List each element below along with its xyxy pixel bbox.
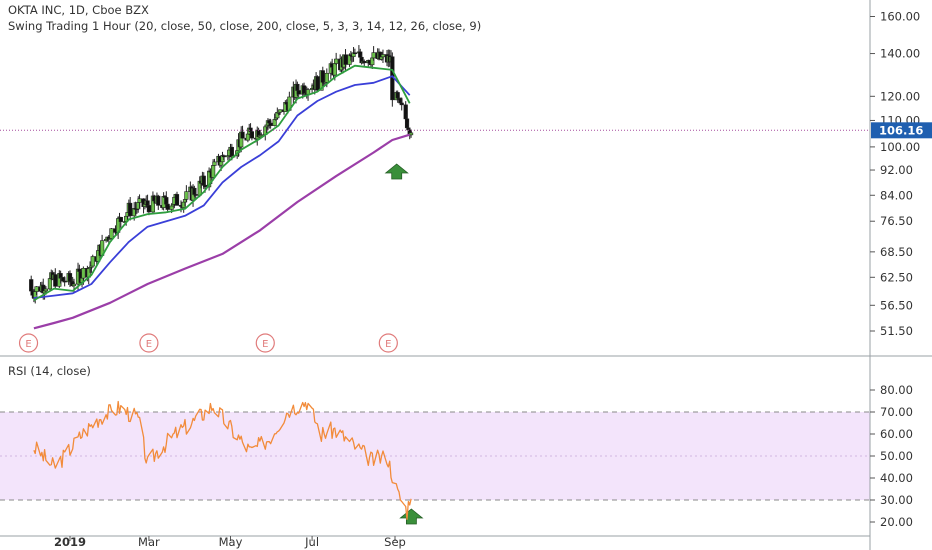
rsi-tick-label: 40.00 xyxy=(880,471,913,485)
ema20-line xyxy=(33,64,411,302)
candle-body xyxy=(174,194,180,206)
earnings-marker-label: E xyxy=(385,339,391,350)
candle-body xyxy=(334,58,339,64)
candle-body xyxy=(296,90,301,95)
candle-body xyxy=(90,256,95,267)
earnings-marker xyxy=(378,333,398,353)
x-tick-label: Mar xyxy=(138,535,160,549)
candle-body xyxy=(137,198,142,203)
price-tick-label: 84.00 xyxy=(880,188,913,202)
rsi-line xyxy=(33,400,412,520)
x-tick-label: May xyxy=(219,535,243,549)
symbol-legend[interactable]: OKTA INC, 1D, Cboe BZX xyxy=(8,3,149,17)
buy-signal-arrow xyxy=(384,163,409,180)
candle-body xyxy=(53,274,58,287)
candle-body xyxy=(193,194,198,196)
candle-body xyxy=(352,52,357,55)
ema50-line xyxy=(33,75,411,299)
price-tick-label: 92.00 xyxy=(880,163,913,177)
indicator-legend[interactable]: Swing Trading 1 Hour (20, close, 50, clo… xyxy=(8,19,482,33)
price-tick-label: 76.50 xyxy=(880,214,913,228)
earnings-marker-label: E xyxy=(25,339,31,350)
candle-body xyxy=(118,217,123,222)
candle-body xyxy=(399,102,404,106)
candle-body xyxy=(408,132,414,136)
x-tick-label: Sep xyxy=(384,535,406,549)
candle-body xyxy=(219,161,224,166)
candle-body xyxy=(221,155,226,158)
candle-body xyxy=(128,202,133,217)
earnings-marker xyxy=(18,333,39,353)
earnings-marker xyxy=(255,333,275,353)
candle-body xyxy=(81,268,86,279)
rsi-tick-label: 30.00 xyxy=(880,493,913,507)
x-tick-label: Jul xyxy=(304,535,319,549)
candle-body xyxy=(156,195,161,206)
price-tick-label: 68.50 xyxy=(880,245,913,259)
rsi-tick-label: 50.00 xyxy=(880,449,913,463)
earnings-marker-label: E xyxy=(146,339,152,350)
candle-body xyxy=(202,184,208,188)
candle-body xyxy=(212,161,217,166)
price-tick-label: 100.00 xyxy=(880,140,920,154)
price-tick-label: 140.00 xyxy=(880,47,920,61)
rsi-buy-signal-arrow xyxy=(399,508,424,525)
price-tick-label: 62.50 xyxy=(880,270,913,284)
earnings-marker-label: E xyxy=(262,339,268,350)
price-tick-label: 51.50 xyxy=(880,324,913,338)
earnings-marker xyxy=(139,333,159,353)
candle-body xyxy=(371,52,376,59)
rsi-tick-label: 20.00 xyxy=(880,515,913,529)
candle-body xyxy=(343,54,348,65)
ema200-line xyxy=(33,133,411,330)
candle-body xyxy=(277,109,283,113)
candle-body xyxy=(211,165,216,178)
rsi-tick-label: 60.00 xyxy=(880,427,913,441)
rsi-legend[interactable]: RSI (14, close) xyxy=(8,364,91,378)
rsi-tick-label: 80.00 xyxy=(880,383,913,397)
candle-body xyxy=(109,228,114,239)
candle-body xyxy=(169,205,174,210)
last-price-label: 106.16 xyxy=(879,123,923,137)
price-tick-label: 56.50 xyxy=(880,298,913,312)
candle-body xyxy=(240,131,245,139)
rsi-tick-label: 70.00 xyxy=(880,405,913,419)
x-tick-label: 2019 xyxy=(54,535,86,549)
candle-body xyxy=(380,54,386,58)
candle-body xyxy=(315,76,320,91)
candle-body xyxy=(165,203,170,210)
rsi-pane xyxy=(0,400,870,525)
last-price-label-bg xyxy=(871,122,932,139)
candle-body xyxy=(324,72,329,83)
candle-body xyxy=(146,205,152,213)
price-tick-label: 160.00 xyxy=(880,10,920,24)
candle-body xyxy=(332,63,337,76)
candle-body xyxy=(184,191,189,200)
candle-body xyxy=(43,288,49,292)
price-tick-label: 120.00 xyxy=(880,89,920,103)
candle-body xyxy=(259,134,264,137)
candles xyxy=(29,45,414,304)
candle-body xyxy=(395,92,400,99)
candle-body xyxy=(71,283,77,287)
candle-body xyxy=(249,131,255,139)
candle-body xyxy=(62,280,67,283)
candle-body xyxy=(268,122,273,126)
candle-body xyxy=(362,61,367,64)
candle-body xyxy=(34,286,39,292)
